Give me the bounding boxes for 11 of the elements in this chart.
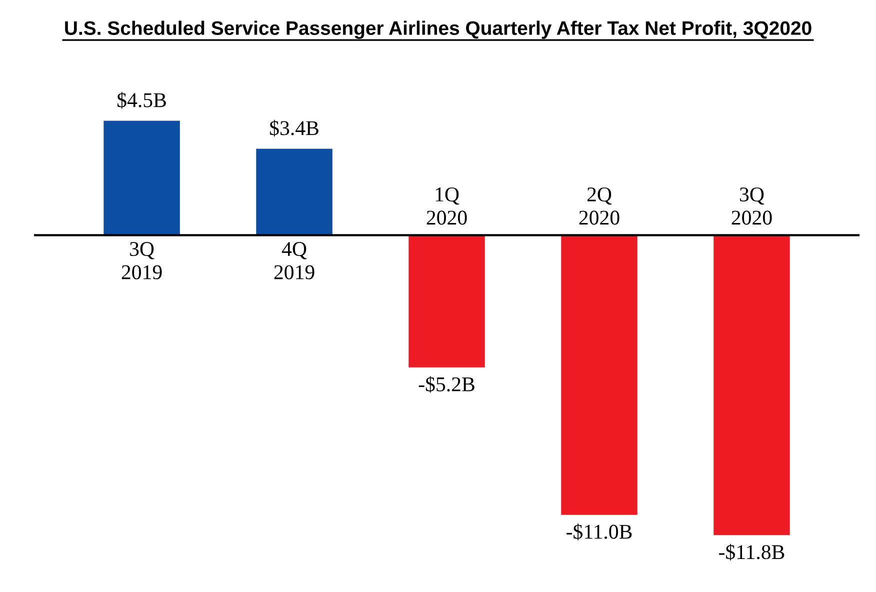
data-label: $4.5B (118, 92, 166, 109)
x-tick-label: 3Q 2020 (732, 187, 772, 225)
x-tick-label: 2Q 2020 (579, 187, 620, 225)
x-tick-label: 3Q 2019 (122, 242, 162, 280)
data-label: -$5.2B (418, 376, 474, 393)
x-tick-label: 4Q 2019 (274, 242, 314, 280)
data-label: -$11.0B (566, 524, 632, 540)
chart-title: U.S. Scheduled Service Passenger Airlines Quarterly After Tax Net Profit, 3Q2020 (65, 20, 812, 39)
data-label: -$11.8B (719, 544, 784, 561)
data-label: $3.4B (270, 120, 318, 137)
x-tick-label: 1Q 2020 (426, 187, 467, 225)
